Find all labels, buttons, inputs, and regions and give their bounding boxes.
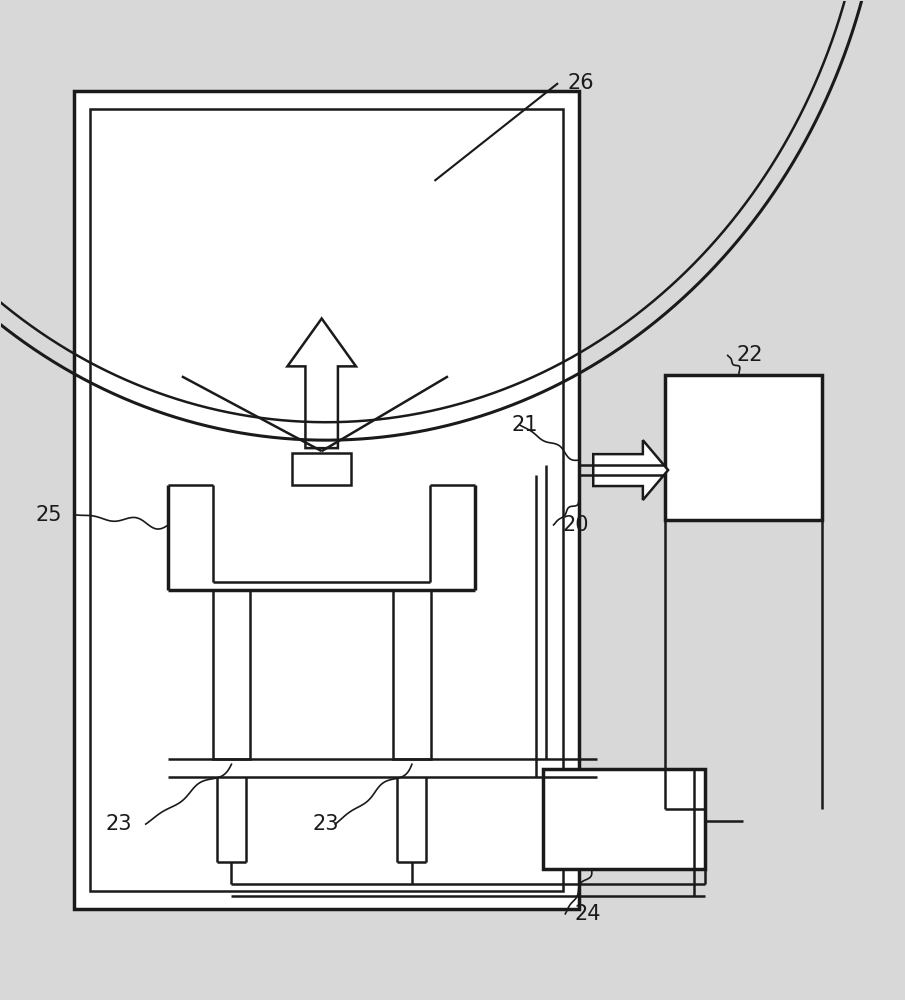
Bar (393, 590, 431, 759)
Bar (90, 109, 563, 891)
Bar (664, 375, 823, 520)
Text: 21: 21 (511, 415, 538, 435)
Bar (292, 453, 351, 485)
Text: 25: 25 (35, 505, 62, 525)
Polygon shape (594, 440, 668, 500)
Text: 20: 20 (563, 515, 589, 535)
Text: 23: 23 (312, 814, 339, 834)
Text: 22: 22 (737, 345, 763, 365)
Bar (213, 590, 251, 759)
Bar (73, 91, 579, 909)
Bar (543, 769, 705, 869)
Text: 26: 26 (567, 73, 594, 93)
Text: 24: 24 (575, 904, 601, 924)
Text: 23: 23 (105, 814, 131, 834)
Polygon shape (288, 319, 356, 448)
